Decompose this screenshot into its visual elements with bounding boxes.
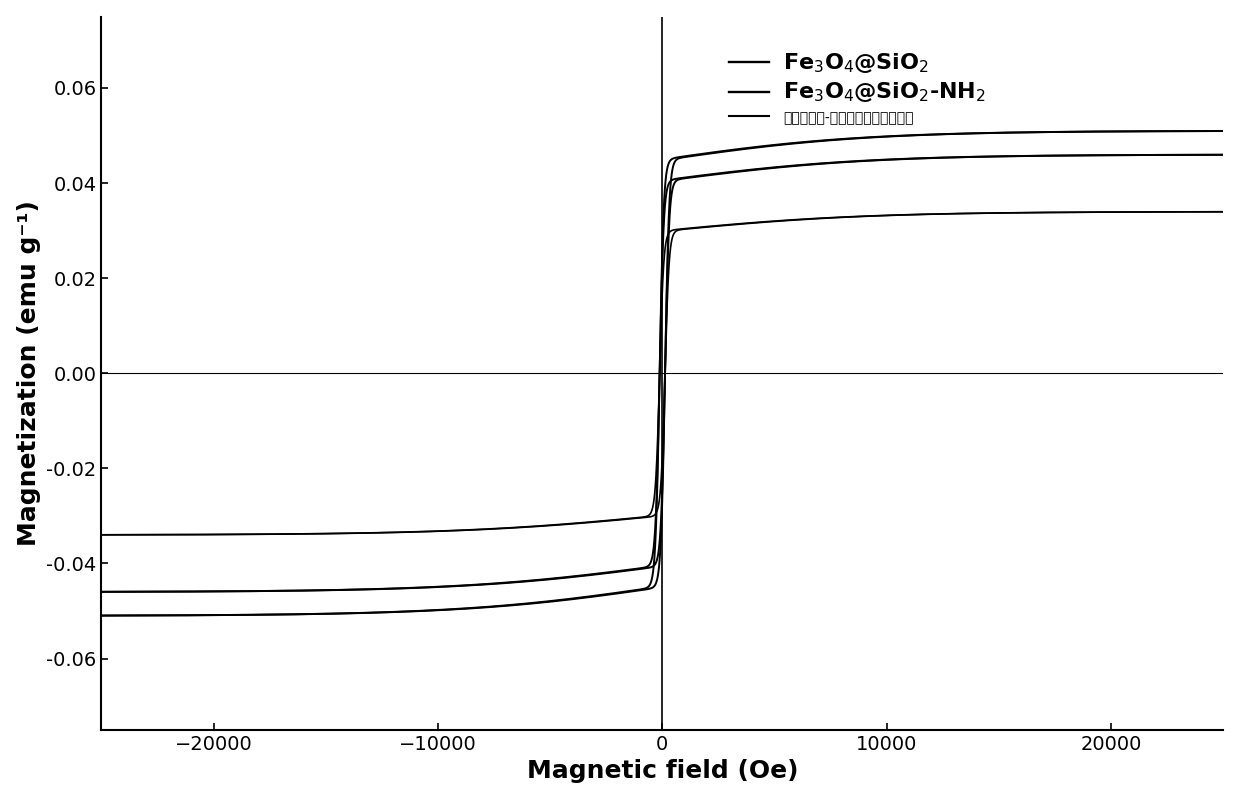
Y-axis label: Magnetization (emu g⁻¹): Magnetization (emu g⁻¹): [16, 200, 41, 546]
X-axis label: Magnetic field (Oe): Magnetic field (Oe): [527, 759, 799, 783]
Legend: Fe$_3$O$_4$@SiO$_2$, Fe$_3$O$_4$@SiO$_2$-NH$_2$, 磁性三叠烯-三噘共价有机骨架材料: Fe$_3$O$_4$@SiO$_2$, Fe$_3$O$_4$@SiO$_2$…: [722, 43, 993, 133]
